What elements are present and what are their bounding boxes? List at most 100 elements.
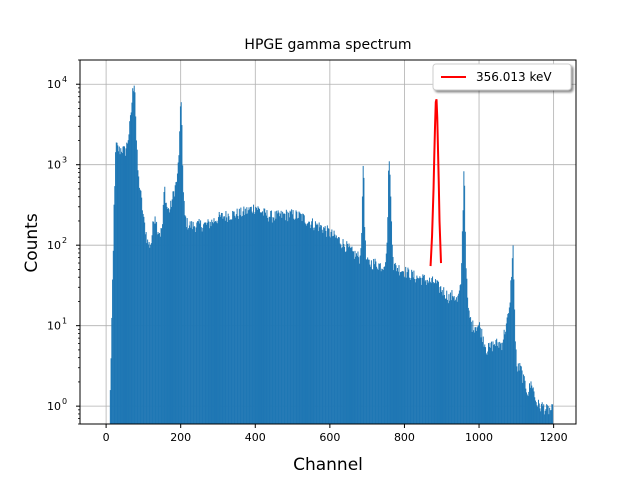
spectrum-bar <box>323 227 325 424</box>
spectrum-bar <box>241 216 243 424</box>
spectrum-bar <box>535 402 537 424</box>
spectrum-bar <box>291 209 293 424</box>
spectrum-bar <box>520 365 522 424</box>
spectrum-bar <box>329 237 331 424</box>
spectrum-bar <box>337 238 339 424</box>
spectrum-bar <box>192 221 194 424</box>
spectrum-bar <box>285 220 287 424</box>
spectrum-bar <box>284 213 286 424</box>
spectrum-bar <box>253 204 255 424</box>
spectrum-bar <box>139 189 141 424</box>
axes-frame <box>79 59 577 425</box>
spectrum-bar <box>538 403 540 424</box>
spectrum-bar <box>179 106 181 424</box>
spectrum-bar <box>156 234 158 424</box>
spectrum-bar <box>384 266 386 424</box>
spectrum-bar <box>291 214 293 424</box>
spectrum-bar <box>153 221 155 424</box>
spectrum-bar <box>496 338 498 424</box>
spectrum-bar <box>358 263 360 424</box>
spectrum-bar <box>365 259 367 424</box>
spectrum-bar <box>369 264 371 424</box>
spectrum-bar <box>476 327 478 424</box>
spectrum-bar <box>213 218 215 424</box>
spectrum-bar <box>475 327 477 424</box>
spectrum-bar <box>218 211 220 424</box>
spectrum-bar <box>273 220 275 424</box>
spectrum-bar <box>205 222 207 424</box>
spectrum-bar <box>449 292 451 424</box>
spectrum-bar <box>541 402 543 424</box>
spectrum-bar <box>441 290 443 424</box>
spectrum-bar <box>439 287 441 424</box>
spectrum-bar <box>495 340 497 424</box>
spectrum-bar <box>166 206 168 424</box>
legend-label: 356.013 keV <box>476 70 552 84</box>
spectrum-bar <box>217 217 219 424</box>
spectrum-bar <box>542 406 544 424</box>
spectrum-bar <box>293 218 295 424</box>
x-axis-ticks: 0 200 400 600 800 1000 1200 <box>103 424 568 444</box>
spectrum-bar <box>408 269 410 424</box>
x-tick: 1200 <box>540 424 568 444</box>
spectrum-bar <box>508 307 510 424</box>
spectrum-bar <box>261 211 263 424</box>
spectrum-bar <box>462 210 464 424</box>
spectrum-bar <box>113 204 115 424</box>
spectrum-bar <box>258 207 260 424</box>
spectrum-bar <box>197 221 199 424</box>
spectrum-bar <box>121 153 123 424</box>
spectrum-bar <box>472 320 474 424</box>
spectrum-bar <box>278 212 280 424</box>
spectrum-bar <box>236 208 238 424</box>
spectrum-bar <box>456 301 458 424</box>
spectrum-bar <box>385 253 387 424</box>
spectrum-bar <box>288 212 290 424</box>
spectrum-bar <box>165 202 167 424</box>
spectrum-bar <box>347 247 349 424</box>
spectrum-bar <box>526 392 528 424</box>
spectrum-bar <box>510 280 512 424</box>
spectrum-bar <box>417 278 419 424</box>
y-tick-exponent: 1 <box>62 317 67 326</box>
spectrum-bar <box>267 217 269 424</box>
spectrum-bar <box>195 227 197 424</box>
spectrum-bar <box>142 213 144 424</box>
spectrum-bar <box>303 214 305 424</box>
y-tick: 10 1 <box>47 317 80 333</box>
spectrum-bar <box>245 213 247 424</box>
spectrum-bar <box>234 215 236 424</box>
spectrum-bar <box>149 247 151 424</box>
spectrum-bar <box>356 255 358 424</box>
spectrum-bar <box>265 215 267 424</box>
spectrum-bar <box>340 244 342 424</box>
spectrum-bar <box>294 218 296 424</box>
spectrum-bar <box>364 240 366 424</box>
spectrum-bar <box>539 408 541 424</box>
spectrum-bar <box>333 230 335 424</box>
spectrum-bar <box>531 385 533 424</box>
spectrum-bar <box>138 187 140 424</box>
spectrum-bar <box>173 196 175 424</box>
y-tick: 10 0 <box>47 397 80 413</box>
spectrum-bar <box>544 410 546 424</box>
spectrum-bar <box>323 228 325 424</box>
spectrum-bar <box>125 148 127 425</box>
spectrum-bar <box>188 228 190 424</box>
spectrum-bar <box>419 276 421 424</box>
spectrum-bar <box>264 212 266 424</box>
spectrum-bar <box>446 290 448 424</box>
spectrum-bar <box>168 208 170 424</box>
spectrum-bar <box>405 266 407 424</box>
spectrum-bar <box>473 332 475 424</box>
spectrum-bar <box>388 170 390 424</box>
spectrum-bar <box>499 341 501 424</box>
x-tick: 200 <box>170 424 191 444</box>
spectrum-bar <box>173 191 175 424</box>
spectrum-bar <box>225 211 227 424</box>
spectrum-bar <box>545 409 547 424</box>
spectrum-bar <box>147 244 149 424</box>
spectrum-bar <box>308 221 310 424</box>
spectrum-bar <box>151 235 153 424</box>
